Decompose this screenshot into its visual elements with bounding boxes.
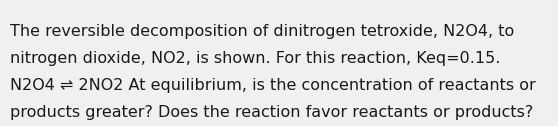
Text: N2O4 ⇌ 2NO2 At equilibrium, is the concentration of reactants or: N2O4 ⇌ 2NO2 At equilibrium, is the conce… xyxy=(9,78,535,93)
Text: The reversible decomposition of dinitrogen tetroxide, N2O4, to: The reversible decomposition of dinitrog… xyxy=(9,24,514,39)
Text: nitrogen dioxide, NO2, is shown. For this reaction, Keq=0.15.: nitrogen dioxide, NO2, is shown. For thi… xyxy=(9,51,500,66)
Text: products greater? Does the reaction favor reactants or products?: products greater? Does the reaction favo… xyxy=(9,105,533,120)
